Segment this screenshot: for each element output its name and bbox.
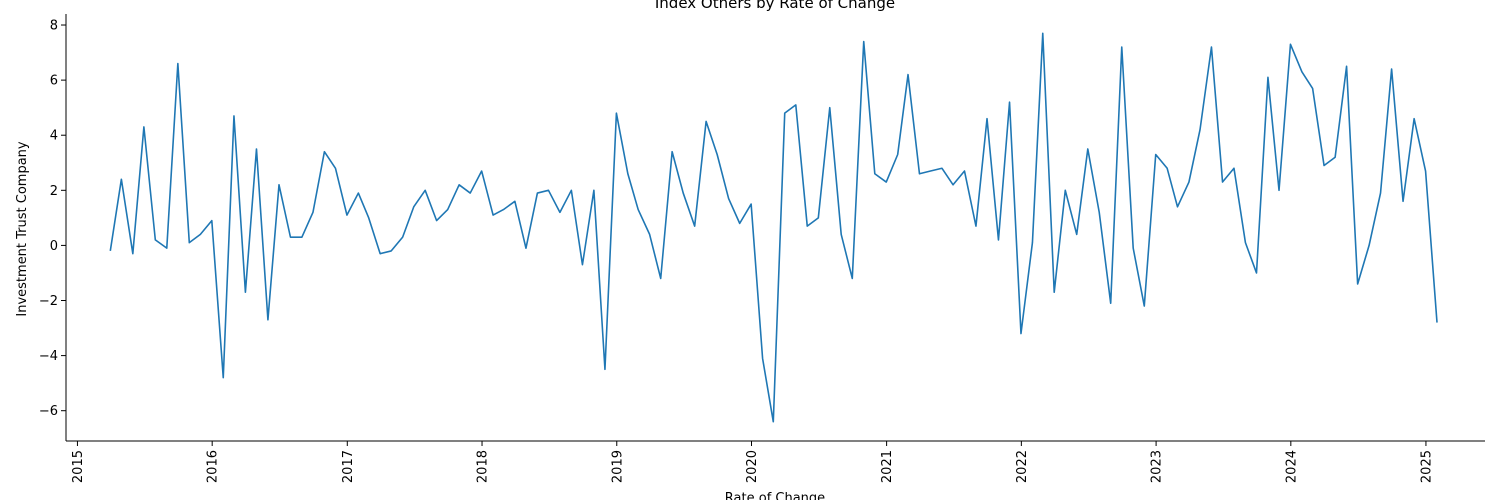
x-tick-label: 2020 [745, 450, 760, 483]
x-tick-label: 2019 [610, 450, 625, 483]
y-axis-title: Investment Trust Company [15, 141, 30, 317]
y-axis: −6 −4 −2 0 2 4 6 8 [39, 19, 66, 419]
y-tick-label: 8 [50, 19, 58, 34]
x-axis-title: Rate of Change [725, 491, 825, 500]
x-tick-label: 2016 [206, 450, 221, 483]
x-tick-label: 2024 [1284, 450, 1299, 483]
y-tick-label: 2 [50, 184, 58, 199]
x-tick-label: 2023 [1150, 450, 1165, 483]
chart-title: Index Others by Rate of Change [655, 0, 895, 12]
x-tick-label: 2015 [71, 450, 86, 483]
x-tick-label: 2021 [880, 450, 895, 483]
y-tick-label: −6 [39, 404, 58, 419]
x-tick-label: 2025 [1419, 450, 1434, 483]
y-tick-label: −4 [39, 349, 58, 364]
x-tick-label: 2017 [341, 450, 356, 483]
y-tick-label: −2 [39, 294, 58, 309]
y-tick-label: 0 [50, 239, 58, 254]
y-tick-label: 6 [50, 74, 58, 89]
series-line [109, 32, 1438, 423]
y-tick-label: 4 [50, 129, 58, 144]
x-tick-label: 2018 [476, 450, 491, 483]
x-axis: 2015 2016 2017 2018 2019 2020 2021 2022 2023 2024… [71, 441, 1434, 483]
x-tick-label: 2022 [1015, 450, 1030, 483]
